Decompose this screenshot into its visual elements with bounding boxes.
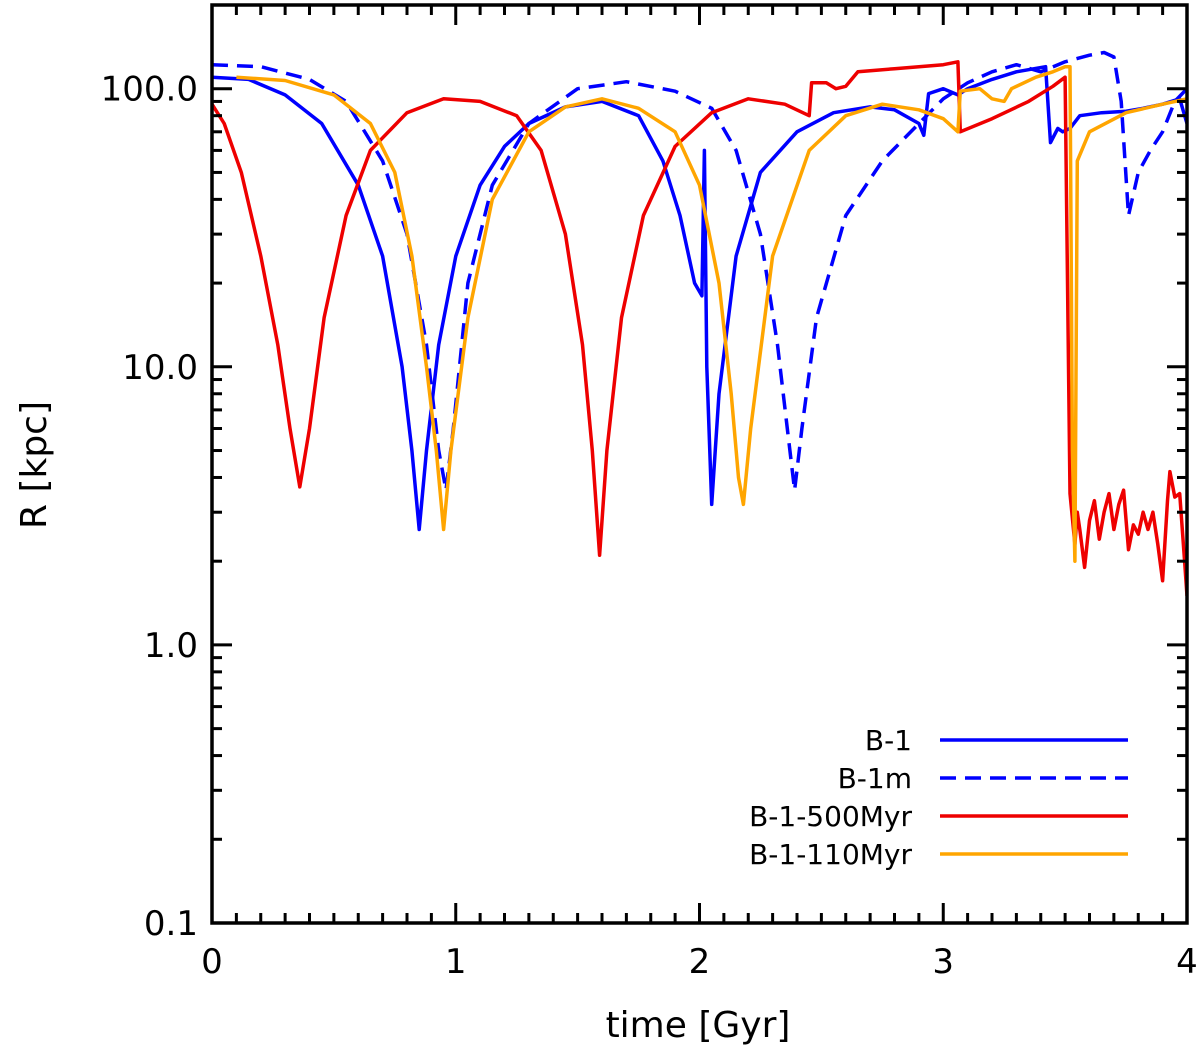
y-axis-title: R [kpc] xyxy=(14,401,55,529)
x-tick-label: 0 xyxy=(201,942,223,982)
x-tick-label: 3 xyxy=(932,942,954,982)
series-line-b-1-110myr xyxy=(236,64,1187,563)
legend-label: B-1-110Myr xyxy=(749,838,912,871)
legend-label: B-1m xyxy=(838,762,912,795)
series-line-b-1m xyxy=(212,50,1187,492)
series-line-b-1 xyxy=(212,64,1187,532)
y-tick-label: 100.0 xyxy=(101,70,198,110)
x-axis-title: time [Gyr] xyxy=(606,1005,791,1046)
legend-label: B-1-500Myr xyxy=(749,800,912,833)
y-tick-label: 1.0 xyxy=(144,626,198,666)
axes-layer: 0 1 2 3 4 0.1 1.0 10.0 100.0 xyxy=(101,3,1198,982)
x-tick-label: 4 xyxy=(1176,942,1198,982)
legend: B-1 B-1m B-1-500Myr B-1-110Myr xyxy=(749,724,1128,871)
x-tick-label: 1 xyxy=(445,942,467,982)
series-layer xyxy=(212,50,1187,597)
plot-frame xyxy=(210,3,1189,925)
y-tick-label: 0.1 xyxy=(144,904,198,944)
series-line-b-1-500myr xyxy=(212,60,1187,597)
y-tick-label: 10.0 xyxy=(122,348,198,388)
legend-label: B-1 xyxy=(865,724,912,757)
x-tick-label: 2 xyxy=(689,942,711,982)
